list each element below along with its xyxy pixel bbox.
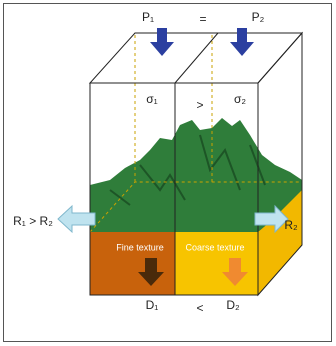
label-p-relation: =	[199, 12, 206, 26]
label-d2: D₂	[226, 298, 240, 312]
label-r-left: R₁ > R₂	[13, 214, 53, 228]
label-fine: Fine texture	[116, 242, 164, 252]
label-d1: D₁	[146, 298, 159, 312]
label-p1: P₁	[142, 10, 154, 24]
label-p2: P₂	[252, 10, 265, 24]
diagram: P₁ = P₂ σ₁ > σ₂ R₁ > R₂ R₂ Fine texture …	[0, 0, 336, 346]
label-coarse: Coarse texture	[185, 242, 244, 252]
label-r-right: R₂	[284, 218, 298, 232]
label-sigma-relation: >	[196, 98, 203, 112]
label-sigma2: σ₂	[234, 92, 246, 106]
label-d-relation: <	[196, 301, 203, 315]
label-sigma1: σ₁	[146, 92, 157, 106]
